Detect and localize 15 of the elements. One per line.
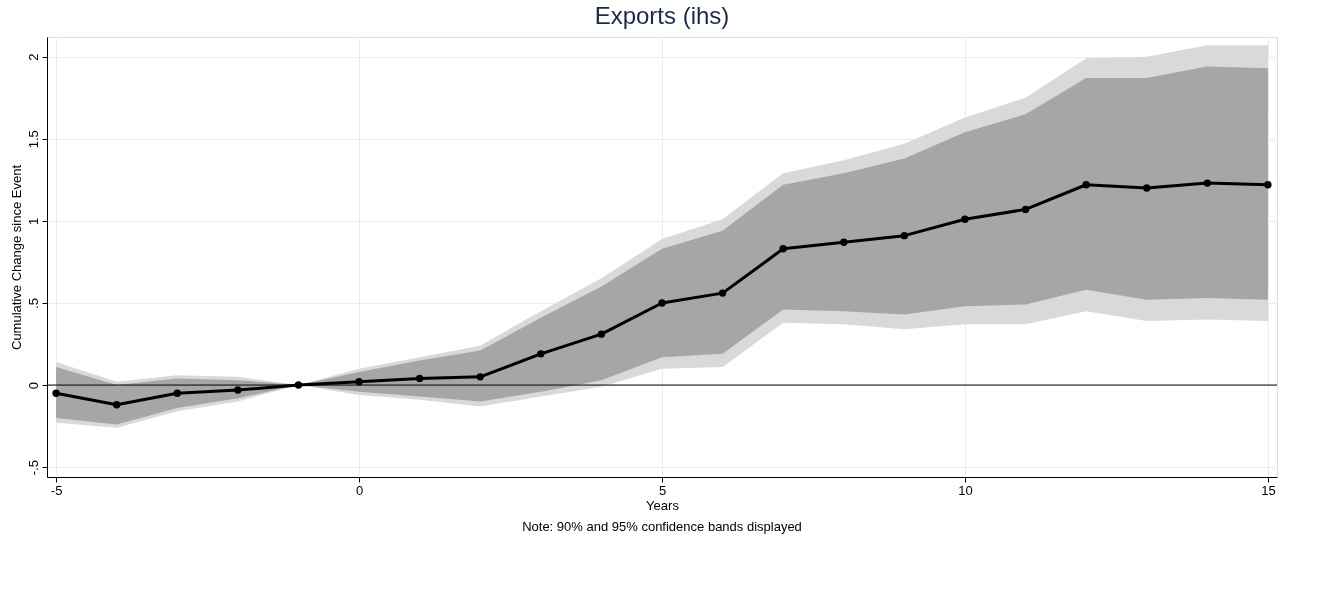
x-tick-label: 15 xyxy=(1261,482,1276,498)
x-tick-label: 10 xyxy=(958,482,973,498)
y-tick-label: 2 xyxy=(25,53,41,61)
y-tick-label: 1.5 xyxy=(25,130,41,149)
y-tick-label: .5 xyxy=(25,298,41,309)
x-axis-title: Years xyxy=(646,497,680,513)
y-axis-title: Cumulative Change since Event xyxy=(8,164,24,350)
y-tick-label: 1 xyxy=(25,217,41,225)
x-tick-label: 0 xyxy=(355,482,364,498)
y-tick-label: -.5 xyxy=(25,460,41,476)
text: Note: 90% and 95% confidence bands displayed xyxy=(522,519,802,534)
y-tick-label: 0 xyxy=(25,381,41,390)
chart-title: Exports (ihs) xyxy=(594,2,730,29)
x-tick-label: -5 xyxy=(50,482,63,498)
x-tick-label: 5 xyxy=(658,482,667,498)
